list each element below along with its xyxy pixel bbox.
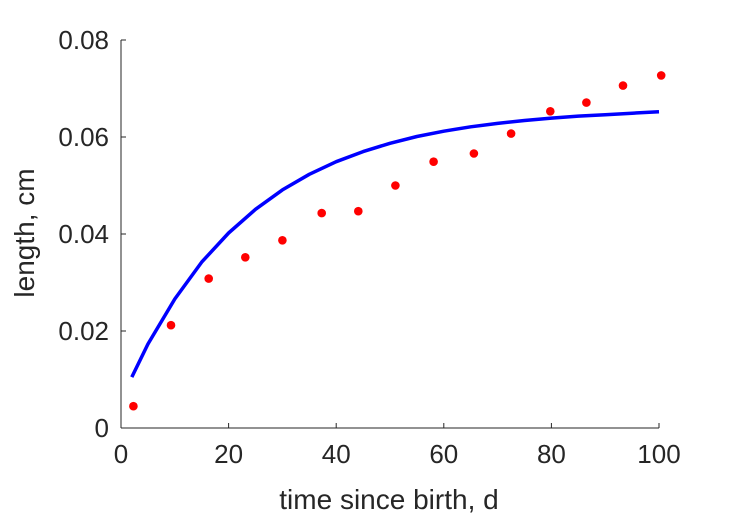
- x-axis-label: time since birth, d: [279, 484, 498, 515]
- y-tick-label: 0.08: [58, 25, 109, 55]
- x-tick-label: 100: [637, 439, 680, 469]
- data-point: [204, 274, 213, 283]
- x-tick-label: 20: [214, 439, 243, 469]
- data-point: [354, 206, 363, 216]
- x-tick-label: 0: [114, 439, 128, 469]
- data-point: [429, 157, 438, 166]
- data-point: [241, 252, 250, 262]
- data-point: [317, 208, 327, 218]
- y-tick-label: 0: [95, 413, 109, 443]
- y-axis-label: length, cm: [9, 168, 40, 297]
- axes: [120, 40, 659, 429]
- data-point: [469, 149, 479, 158]
- data-point: [546, 107, 555, 116]
- y-tick-label: 0.06: [58, 122, 109, 152]
- data-point: [656, 71, 666, 80]
- data-point: [278, 236, 287, 245]
- x-tick-label: 80: [537, 439, 566, 469]
- x-axis-ticks: 0 20 40 60 80 100: [114, 423, 681, 469]
- x-tick-label: 40: [322, 439, 351, 469]
- y-axis-ticks: 0 0.02 0.04 0.06 0.08: [58, 25, 126, 443]
- data-points-layer: [129, 71, 666, 411]
- data-point: [391, 181, 400, 190]
- data-point: [618, 81, 628, 90]
- y-tick-label: 0.02: [58, 316, 109, 346]
- fit-line-layer: [130, 110, 660, 378]
- fit-curve: [130, 110, 660, 378]
- data-point: [166, 320, 176, 330]
- y-tick-label: 0.04: [58, 219, 109, 249]
- data-point: [129, 401, 138, 411]
- data-point: [506, 129, 516, 138]
- x-tick-label: 60: [429, 439, 458, 469]
- data-point: [582, 98, 591, 107]
